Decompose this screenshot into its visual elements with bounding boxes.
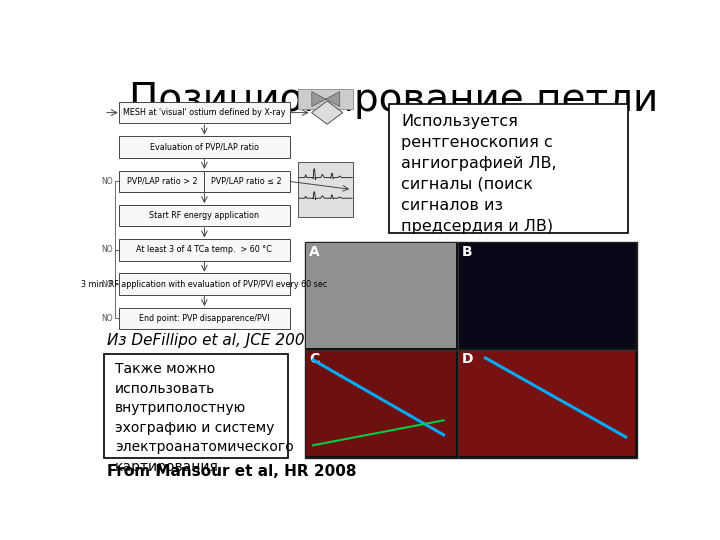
Text: Из DeFillipo et al, JCE 2009: Из DeFillipo et al, JCE 2009 bbox=[107, 333, 314, 348]
Text: Также можно
использовать
внутриполостную
эхографию и систему
электроанатомическо: Также можно использовать внутриполостную… bbox=[115, 362, 294, 474]
FancyBboxPatch shape bbox=[119, 205, 289, 226]
Polygon shape bbox=[312, 92, 340, 106]
FancyBboxPatch shape bbox=[119, 102, 289, 123]
Text: PVP/LAP ratio > 2: PVP/LAP ratio > 2 bbox=[127, 177, 198, 186]
FancyBboxPatch shape bbox=[459, 243, 635, 348]
Polygon shape bbox=[312, 101, 343, 124]
Text: MESH at 'visual' ostium defined by X-ray: MESH at 'visual' ostium defined by X-ray bbox=[123, 108, 286, 117]
FancyBboxPatch shape bbox=[119, 273, 289, 295]
Text: At least 3 of 4 TCa temp.  > 60 °C: At least 3 of 4 TCa temp. > 60 °C bbox=[137, 245, 272, 254]
Text: NO: NO bbox=[101, 177, 112, 186]
Text: 3 min. RF application with evaluation of PVP/PVI every 60 sec: 3 min. RF application with evaluation of… bbox=[81, 280, 328, 289]
FancyBboxPatch shape bbox=[298, 89, 354, 109]
Text: Evaluation of PVP/LAP ratio: Evaluation of PVP/LAP ratio bbox=[150, 143, 259, 151]
Text: End point: PVP disapparence/PVI: End point: PVP disapparence/PVI bbox=[139, 314, 269, 323]
FancyBboxPatch shape bbox=[389, 104, 629, 233]
FancyBboxPatch shape bbox=[306, 351, 456, 456]
Text: From Mansour et al, HR 2008: From Mansour et al, HR 2008 bbox=[107, 464, 356, 479]
Text: A: A bbox=[310, 245, 320, 259]
Text: B: B bbox=[462, 245, 472, 259]
Text: NO: NO bbox=[101, 314, 112, 323]
FancyBboxPatch shape bbox=[119, 136, 289, 158]
FancyBboxPatch shape bbox=[104, 354, 288, 458]
Text: NO: NO bbox=[101, 280, 112, 289]
FancyBboxPatch shape bbox=[306, 243, 456, 348]
FancyBboxPatch shape bbox=[119, 308, 289, 329]
Text: NO: NO bbox=[101, 245, 112, 254]
Text: PVP/LAP ratio ≤ 2: PVP/LAP ratio ≤ 2 bbox=[211, 177, 282, 186]
Text: Start RF energy application: Start RF energy application bbox=[149, 211, 259, 220]
FancyBboxPatch shape bbox=[119, 171, 289, 192]
FancyBboxPatch shape bbox=[119, 239, 289, 260]
Text: Позиционирование петли: Позиционирование петли bbox=[129, 82, 658, 119]
Text: D: D bbox=[462, 352, 474, 366]
FancyBboxPatch shape bbox=[298, 161, 354, 218]
Text: C: C bbox=[310, 352, 320, 366]
FancyBboxPatch shape bbox=[305, 241, 637, 458]
FancyBboxPatch shape bbox=[459, 351, 635, 456]
Text: Используется
рентгеноскопия с
ангиографией ЛВ,
сигналы (поиск
сигналов из
предсе: Используется рентгеноскопия с ангиографи… bbox=[401, 114, 557, 234]
